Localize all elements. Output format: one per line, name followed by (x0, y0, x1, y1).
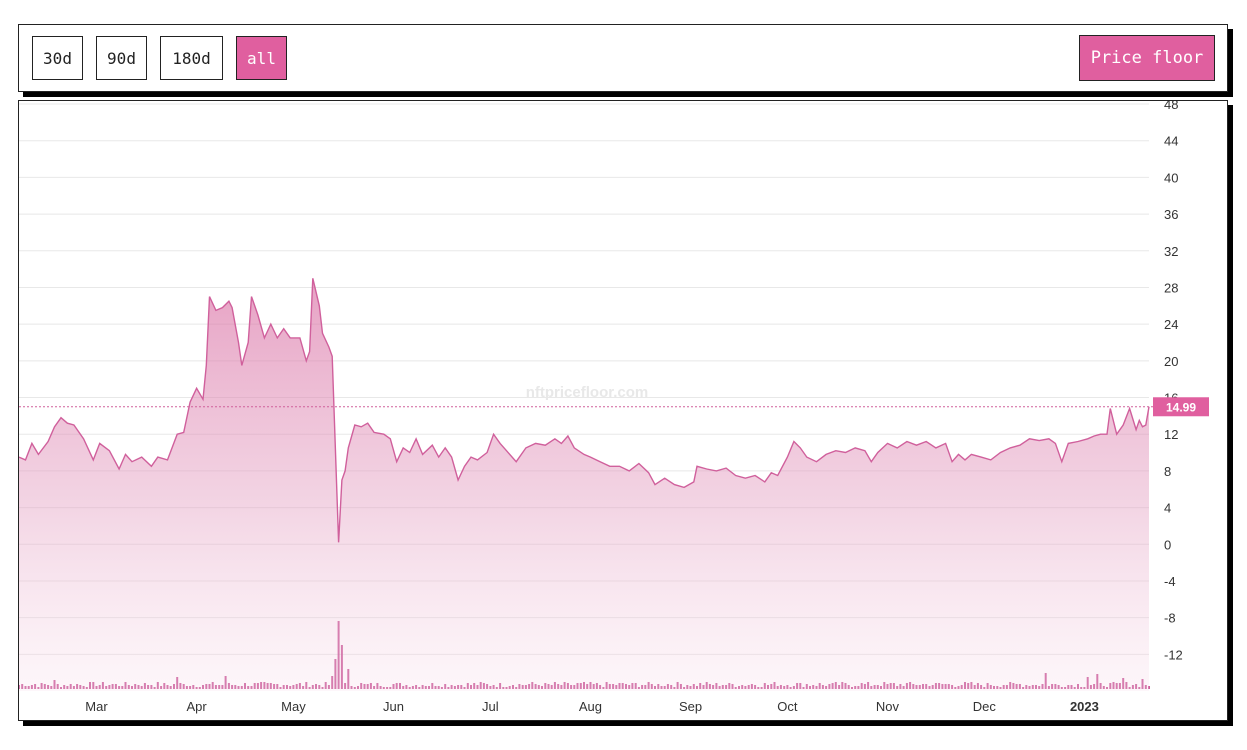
y-tick-label: 12 (1164, 427, 1178, 442)
y-tick-label: 0 (1164, 537, 1171, 552)
y-axis-labels: -12-8-404812162024283236404448 (1164, 101, 1183, 662)
x-tick-label: Apr (186, 699, 207, 714)
y-tick-label: 44 (1164, 134, 1178, 149)
y-tick-label: 4 (1164, 501, 1171, 516)
x-axis-labels: Mar Apr May Jun Jul Aug Sep Oct Nov Dec 2023 (85, 699, 1099, 714)
y-tick-label: 36 (1164, 207, 1178, 222)
range-button-180d[interactable]: 180d (160, 36, 223, 80)
price-floor-button[interactable]: Price floor (1079, 35, 1215, 81)
y-tick-label: 20 (1164, 354, 1178, 369)
y-tick-label: 24 (1164, 317, 1178, 332)
x-tick-label: Nov (876, 699, 900, 714)
y-tick-label: 40 (1164, 170, 1178, 185)
x-tick-label: Mar (85, 699, 108, 714)
x-tick-label: Dec (973, 699, 997, 714)
x-tick-label: 2023 (1070, 699, 1099, 714)
x-tick-label: May (281, 699, 306, 714)
x-tick-label: Jul (482, 699, 499, 714)
y-tick-label: 8 (1164, 464, 1171, 479)
chart-toolbar: 30d 90d 180d all Price floor (18, 24, 1228, 92)
current-price-badge-bg (1153, 397, 1209, 417)
y-tick-label: 32 (1164, 244, 1178, 259)
price-line (19, 278, 1150, 543)
y-tick-label: -8 (1164, 611, 1176, 626)
x-tick-label: Sep (679, 699, 702, 714)
y-tick-label: -12 (1164, 647, 1183, 662)
range-button-30d[interactable]: 30d (32, 36, 83, 80)
y-tick-label: -4 (1164, 574, 1176, 589)
x-tick-label: Jun (383, 699, 404, 714)
price-floor-chart: nftpricefloor.com -12-8-4048121620242832… (18, 100, 1228, 721)
y-tick-label: 28 (1164, 280, 1178, 295)
current-price-badge: 14.99 (1153, 397, 1209, 417)
price-area (19, 278, 1149, 691)
current-price-badge-text: 14.99 (1166, 400, 1196, 414)
watermark-text: nftpricefloor.com (526, 384, 649, 401)
chart-svg[interactable]: nftpricefloor.com -12-8-4048121620242832… (19, 101, 1227, 720)
range-button-90d[interactable]: 90d (96, 36, 147, 80)
range-button-all[interactable]: all (236, 36, 287, 80)
x-tick-label: Aug (579, 699, 602, 714)
y-tick-label: 48 (1164, 101, 1178, 112)
x-tick-label: Oct (777, 699, 798, 714)
